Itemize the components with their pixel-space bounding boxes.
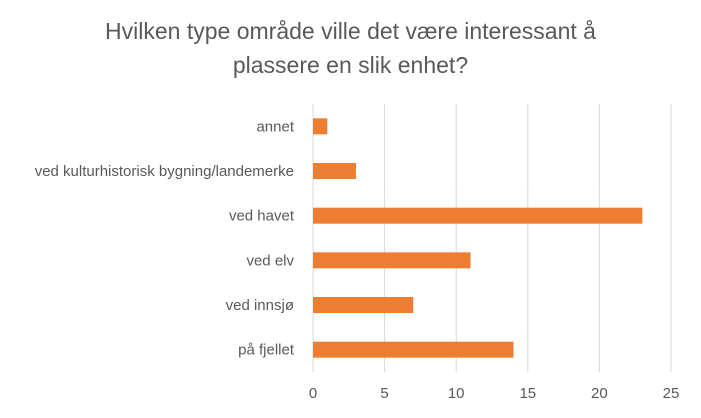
category-label: på fjellet xyxy=(238,342,295,359)
chart-title-line-2: plassere en slik enhet? xyxy=(232,52,469,78)
x-tick-label: 0 xyxy=(309,385,317,402)
bar-5 xyxy=(313,297,414,313)
x-tick-label: 15 xyxy=(519,385,536,402)
bar-4 xyxy=(313,252,471,269)
category-label: ved kulturhistorisk bygning/landemerke xyxy=(35,163,294,180)
chart-title-line-1: Hvilken type område ville det være inter… xyxy=(105,18,596,44)
bar-1 xyxy=(313,118,328,135)
category-labels: annet ved kulturhistorisk bygning/landeme… xyxy=(35,118,295,358)
category-label: ved innsjø xyxy=(226,297,294,314)
category-label: ved elv xyxy=(246,252,294,269)
bars xyxy=(313,118,643,358)
x-tick-label: 10 xyxy=(448,385,465,402)
bar-2 xyxy=(313,163,356,179)
chart-title: Hvilken type område ville det være inter… xyxy=(0,14,701,82)
category-label: ved havet xyxy=(229,208,295,225)
x-tick-labels: 0 5 10 15 20 25 xyxy=(309,385,680,402)
x-tick-label: 20 xyxy=(591,385,608,402)
x-tick-label: 5 xyxy=(380,385,388,402)
category-label: annet xyxy=(256,118,294,135)
bar-6 xyxy=(313,341,514,358)
x-tick-label: 25 xyxy=(663,385,680,402)
bar-3 xyxy=(313,207,643,224)
gridlines xyxy=(312,104,672,372)
